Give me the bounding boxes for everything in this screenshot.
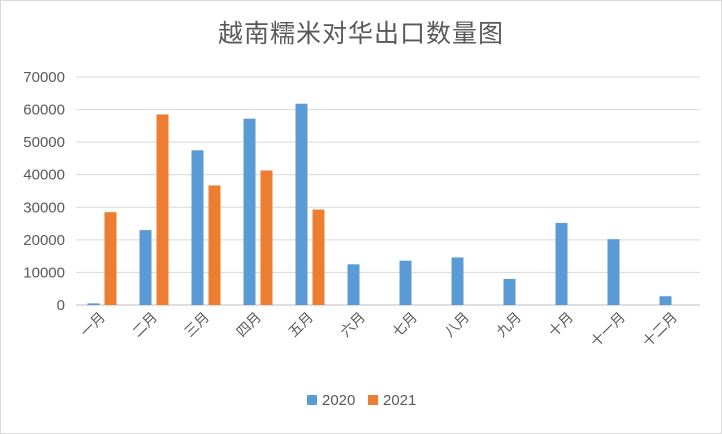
x-tick-label: 八月	[442, 310, 473, 341]
legend-label-2021: 2021	[383, 392, 416, 409]
x-tick-label: 一月	[78, 310, 109, 341]
y-axis-ticks: 0 10000 20000 30000 40000 50000 60000 70000	[23, 69, 65, 314]
x-tick-label: 三月	[182, 310, 213, 341]
bar-2020-12	[659, 296, 672, 305]
legend: 2020 2021	[307, 392, 416, 409]
bar-2020-8	[451, 257, 464, 305]
bar-2020-1	[87, 303, 100, 305]
legend-swatch-2021	[368, 395, 378, 405]
x-tick-label: 十一月	[588, 310, 629, 351]
bar-2020-10	[555, 222, 568, 305]
bar-2020-2	[139, 230, 152, 305]
x-tick-label: 七月	[390, 310, 421, 341]
legend-label-2020: 2020	[322, 392, 355, 409]
y-tick-label: 30000	[23, 199, 65, 216]
bar-2020-11	[607, 239, 620, 305]
y-tick-label: 10000	[23, 264, 65, 281]
y-tick-label: 50000	[23, 134, 65, 151]
y-tick-label: 0	[57, 297, 65, 314]
bar-2020-3	[191, 150, 204, 305]
bar-2021-5	[312, 209, 325, 305]
x-tick-label: 六月	[338, 310, 369, 341]
x-tick-label: 五月	[286, 310, 317, 341]
y-tick-label: 60000	[23, 102, 65, 119]
x-axis-ticks: 一月 二月 三月 四月 五月 六月 七月 八月 九月 十月 十一月 十二月	[78, 310, 681, 351]
chart-title: 越南糯米对华出口数量图	[217, 19, 504, 48]
x-tick-label: 九月	[494, 310, 525, 341]
legend-swatch-2020	[307, 395, 317, 405]
bar-2020-9	[503, 278, 516, 305]
bar-2020-5	[295, 103, 308, 305]
x-tick-label: 四月	[234, 310, 265, 341]
bar-2021-3	[208, 185, 221, 305]
bar-2020-4	[243, 118, 256, 305]
bar-2020-6	[347, 264, 360, 305]
y-tick-label: 40000	[23, 167, 65, 184]
bars	[87, 103, 672, 305]
bar-2021-2	[156, 114, 169, 305]
bar-2020-7	[399, 260, 412, 305]
x-tick-label: 十月	[546, 310, 577, 341]
x-tick-label: 十二月	[640, 310, 681, 351]
bar-2021-4	[260, 170, 273, 305]
bar-2021-1	[104, 212, 117, 305]
gridlines	[76, 76, 700, 306]
x-tick-label: 二月	[130, 310, 161, 341]
y-tick-label: 20000	[23, 232, 65, 249]
y-tick-label: 70000	[23, 69, 65, 86]
